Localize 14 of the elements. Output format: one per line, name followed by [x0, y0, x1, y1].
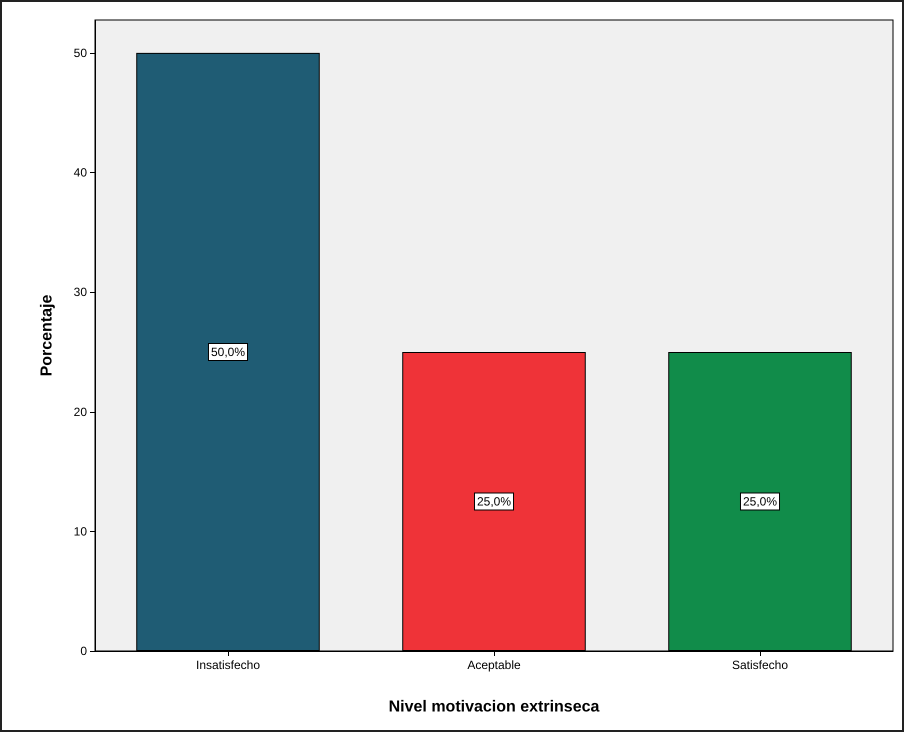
y-tick-label: 0 — [80, 644, 88, 658]
y-tick-label: 30 — [74, 285, 88, 300]
y-tick-label: 50 — [74, 46, 88, 60]
x-tick-label: Insatisfecho — [196, 658, 260, 672]
y-tick-label: 20 — [74, 404, 88, 419]
x-tick-label: Aceptable — [467, 658, 522, 672]
x-axis-title: Nivel motivacion extrinseca — [388, 698, 600, 716]
data-label: 25,0% — [476, 494, 512, 508]
data-label: 25,0% — [742, 494, 778, 508]
data-label: 50,0% — [210, 344, 246, 359]
y-tick-label: 10 — [74, 524, 88, 538]
x-tick-label: Satisfecho — [732, 658, 788, 672]
y-tick-label: 40 — [74, 166, 88, 180]
y-axis-title: Porcentaje — [38, 294, 56, 376]
